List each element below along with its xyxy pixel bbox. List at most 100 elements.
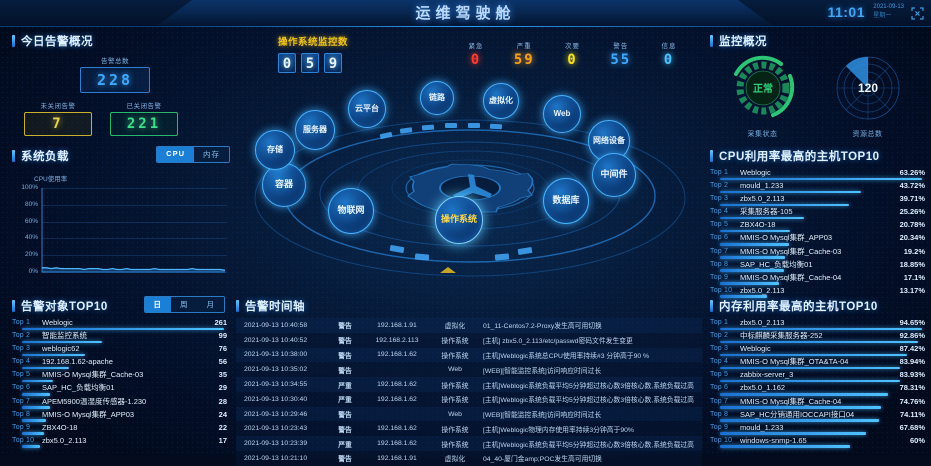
topology-node-12[interactable]: 存储 bbox=[255, 130, 295, 170]
rank-name: 智能监控系统 bbox=[42, 331, 87, 341]
alert-description: [主机] zbx5.0_2.113/etc/passwd密码文件发生变更 bbox=[483, 338, 633, 346]
list-item[interactable]: Top 7 MMIS-O Mysql集群_Cache-04 74.76% bbox=[710, 397, 925, 410]
list-item[interactable]: Top 5 zabbix-server_3 83.93% bbox=[710, 370, 925, 383]
rank-index: Top 1 bbox=[710, 169, 729, 176]
topology-node-2[interactable]: 云平台 bbox=[348, 90, 386, 128]
table-row[interactable]: 2021-09-13 10:30:40 严重 192.168.1.62 操作系统 [主机… bbox=[236, 391, 702, 407]
alert-object-top10-panel: 告警对象TOP10 日周月 Top 1 Weblogic 261 Top 2 智能监控系… bbox=[12, 296, 227, 450]
rank-name: ZBX4O-18 bbox=[740, 220, 776, 230]
collect-status-caption: 采集状态 bbox=[747, 131, 778, 138]
alert-ip: 192.168.1.62 bbox=[377, 351, 417, 359]
topology-node-10[interactable]: 物联网 bbox=[328, 188, 374, 234]
topology-node-label: 容器 bbox=[274, 179, 293, 190]
list-item[interactable]: Top 8 SAP_HC_负载均衡01 18.85% bbox=[710, 260, 925, 273]
period-tab-周[interactable]: 周 bbox=[171, 297, 198, 312]
topology-node-8[interactable]: 数据库 bbox=[543, 178, 589, 224]
load-tab-内存[interactable]: 内存 bbox=[194, 147, 229, 162]
table-row[interactable]: 2021-09-13 10:34:55 严重 192.168.1.62 操作系统 [主机… bbox=[236, 377, 702, 392]
list-item[interactable]: Top 4 192.168.1.62-apache 56 bbox=[12, 357, 227, 370]
topology-node-1[interactable]: 服务器 bbox=[295, 110, 335, 150]
list-item[interactable]: Top 3 Weblogic 87.42% bbox=[710, 344, 925, 357]
rank-name: mould_1.233 bbox=[740, 422, 784, 432]
table-row[interactable]: 2021-09-13 10:35:02 警告 Web [WEB][智能监控系统]访问响… bbox=[236, 362, 702, 378]
list-item[interactable]: Top 9 mould_1.233 67.68% bbox=[710, 423, 925, 436]
list-item[interactable]: Top 4 MMIS-O Mysql集群_OTA&TA-04 83.94% bbox=[710, 357, 925, 370]
alert-object-title: 告警对象TOP10 bbox=[12, 298, 227, 314]
list-item[interactable]: Top 9 MMIS-O Mysql集群_Cache-04 17.1% bbox=[710, 273, 925, 286]
table-row[interactable]: 2021-09-13 10:21:10 警告 192.168.1.91 虚拟化 04_4… bbox=[236, 451, 702, 466]
list-item[interactable]: Top 6 zbx5.0_1.162 78.31% bbox=[710, 383, 925, 396]
alert-description: [主机]Weblogic物理内存使用率持续3分钟高于90% bbox=[483, 426, 634, 434]
rank-value: 17.1% bbox=[903, 272, 925, 282]
rank-name: SAP_HC_负载均衡01 bbox=[740, 259, 813, 269]
list-item[interactable]: Top 7 APEM5900温湿度传感器-1.230 28 bbox=[12, 397, 227, 410]
severity-label: 次要 bbox=[565, 43, 580, 50]
rank-name: MMIS-O Mysql集群_APP03 bbox=[42, 409, 135, 419]
list-item[interactable]: Top 3 zbx5.0_2.113 39.71% bbox=[710, 194, 925, 207]
alert-total-box: 告警总数 228 bbox=[80, 55, 150, 93]
list-item[interactable]: Top 5 ZBX4O-18 20.78% bbox=[710, 220, 925, 233]
list-item[interactable]: Top 1 Weblogic 63.26% bbox=[710, 168, 925, 181]
list-item[interactable]: Top 2 中标麒麟采集服务器-252 92.86% bbox=[710, 331, 925, 344]
chart-gridline bbox=[42, 221, 227, 223]
topology-node-5[interactable]: Web bbox=[543, 95, 581, 133]
topology-node-11[interactable]: 容器 bbox=[262, 163, 306, 207]
table-row[interactable]: 2021-09-13 10:23:39 严重 192.168.1.62 操作系统 [主机… bbox=[236, 436, 702, 452]
rank-index: Top 10 bbox=[710, 286, 733, 294]
list-item[interactable]: Top 2 智能监控系统 99 bbox=[12, 331, 227, 344]
list-item[interactable]: Top 10 zbx5.0_2.113 17 bbox=[12, 436, 227, 449]
period-tab-月[interactable]: 月 bbox=[197, 297, 224, 312]
period-tab-日[interactable]: 日 bbox=[144, 297, 171, 312]
list-item[interactable]: Top 1 Weblogic 261 bbox=[12, 318, 227, 331]
rank-name: MMIS-O Mysql集群_Cache-03 bbox=[740, 246, 842, 256]
topology-node-3[interactable]: 链路 bbox=[420, 81, 454, 115]
rank-value: 76 bbox=[218, 344, 227, 354]
table-row[interactable]: 2021-09-13 10:23:43 警告 192.168.1.62 操作系统 [主机… bbox=[236, 421, 702, 437]
list-item[interactable]: Top 9 ZBX4O-18 22 bbox=[12, 423, 227, 436]
alert-ip: 192.168.1.62 bbox=[377, 381, 417, 389]
rank-index: Top 4 bbox=[710, 208, 729, 216]
rank-name: mould_1.233 bbox=[740, 181, 784, 191]
alert-object-period-toggle[interactable]: 日周月 bbox=[143, 296, 225, 313]
topology-node-label: 服务器 bbox=[303, 124, 327, 134]
rank-index: Top 7 bbox=[710, 247, 729, 255]
list-item[interactable]: Top 1 zbx5.0_2.113 94.65% bbox=[710, 318, 925, 331]
table-row[interactable]: 2021-09-13 10:40:58 警告 192.168.1.91 虚拟化 01_1… bbox=[236, 318, 702, 333]
os-monitor-count-title: 操作系统监控数 bbox=[278, 37, 349, 48]
list-item[interactable]: Top 6 MMIS-O Mysql集群_APP03 20.34% bbox=[710, 233, 925, 246]
rank-value: 56 bbox=[218, 357, 227, 367]
table-row[interactable]: 2021-09-13 10:29:46 警告 Web [WEB][智能监控系统]访问响… bbox=[236, 406, 702, 422]
alert-ip: 192.168.1.62 bbox=[377, 440, 417, 448]
list-item[interactable]: Top 10 windows-snmp-1.65 60% bbox=[710, 436, 925, 449]
rank-name: SAP_HC_负载均衡01 bbox=[42, 383, 115, 393]
list-item[interactable]: Top 7 MMIS-O Mysql集群_Cache-03 19.2% bbox=[710, 247, 925, 260]
alert-level: 警告 bbox=[338, 338, 352, 346]
rank-value: 17 bbox=[218, 435, 227, 445]
alert-summary-title: 今日告警概况 bbox=[12, 33, 232, 49]
system-load-chart: 0% 20% 40% 60% 80% 100% bbox=[12, 184, 227, 284]
topology-node-9[interactable]: 操作系统 bbox=[435, 196, 483, 244]
alert-open-label: 未关闭告警 bbox=[40, 103, 76, 110]
load-tab-CPU[interactable]: CPU bbox=[157, 147, 194, 162]
list-item[interactable]: Top 8 SAP_HC分销通用IOCCAPI接口04 74.11% bbox=[710, 410, 925, 423]
list-item[interactable]: Top 6 SAP_HC_负载均衡01 29 bbox=[12, 383, 227, 396]
topology-node-7[interactable]: 中间件 bbox=[592, 153, 636, 197]
list-item[interactable]: Top 5 MMIS-O Mysql集群_Cache-03 35 bbox=[12, 370, 227, 383]
fullscreen-icon[interactable] bbox=[911, 7, 924, 20]
alert-ip: 192.168.1.62 bbox=[377, 395, 417, 403]
table-row[interactable]: 2021-09-13 10:38:00 警告 192.168.1.62 操作系统 [主机… bbox=[236, 347, 702, 363]
alert-description: [WEB][智能监控系统]访问响应时间过长 bbox=[483, 412, 602, 420]
list-item[interactable]: Top 4 采集服务器-105 25.26% bbox=[710, 207, 925, 220]
severity-item: 紧急 0 bbox=[455, 40, 497, 68]
list-item[interactable]: Top 8 MMIS-O Mysql集群_APP03 24 bbox=[12, 410, 227, 423]
system-load-metric-toggle[interactable]: CPU 内存 bbox=[156, 146, 230, 163]
topology-node-4[interactable]: 虚拟化 bbox=[483, 83, 519, 119]
table-row[interactable]: 2021-09-13 10:40:52 警告 192.168.2.113 操作系统 [主… bbox=[236, 332, 702, 348]
list-item[interactable]: Top 10 zbx5.0_2.113 13.17% bbox=[710, 286, 925, 299]
list-item[interactable]: Top 2 mould_1.233 43.72% bbox=[710, 181, 925, 194]
severity-item: 警告 55 bbox=[600, 40, 642, 68]
rank-value: 67.68% bbox=[899, 422, 925, 432]
severity-counters: 紧急 0 严重 59 次要 0 警告 55 信息 0 bbox=[455, 40, 690, 68]
list-item[interactable]: Top 3 weblogic62 76 bbox=[12, 344, 227, 357]
topology-node-label: 存储 bbox=[267, 144, 283, 154]
